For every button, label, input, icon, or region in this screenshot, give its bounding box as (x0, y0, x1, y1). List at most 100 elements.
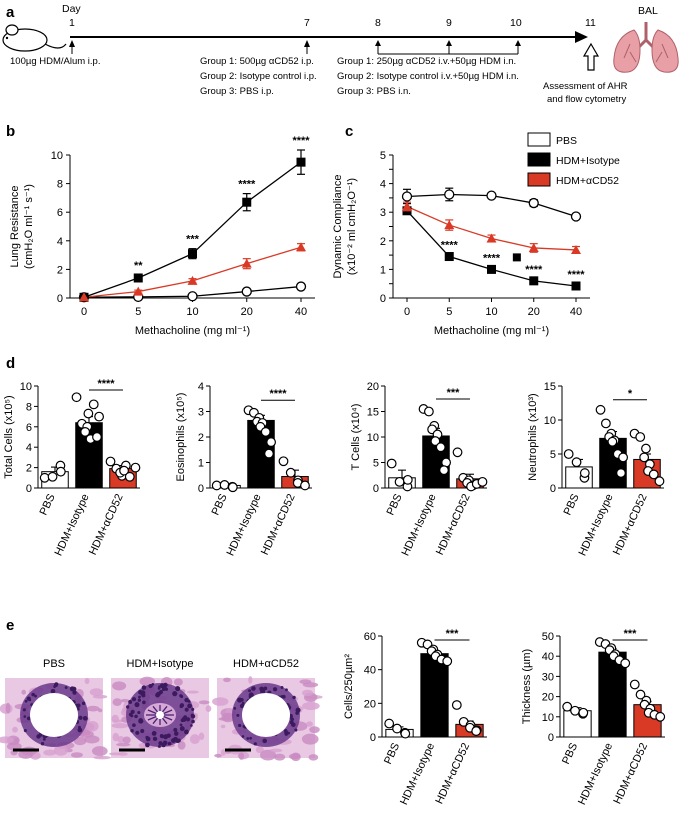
micrograph-1 (109, 676, 212, 758)
nucleus (285, 688, 288, 692)
legend-label-isotype: HDM+Isotype (556, 155, 620, 167)
nucleus (190, 724, 193, 727)
y-tick-label: 2 (26, 463, 32, 475)
significance-label: **** (483, 252, 501, 264)
tissue-fiber (301, 733, 319, 745)
nucleus (152, 736, 158, 742)
data-point (400, 728, 411, 739)
data-point (444, 220, 455, 230)
data-point (219, 480, 230, 490)
day11-line-2: and flow cytometry (547, 94, 626, 105)
y-tick-label: 4 (380, 179, 386, 191)
data-point (401, 191, 413, 202)
x-tick-label: HDM+αCD52 (611, 741, 650, 806)
y-tick-label: 5 (380, 150, 386, 162)
significance-label: * (628, 388, 633, 400)
y-tick-label: 0 (380, 293, 386, 305)
x-tick-label: PBS (382, 741, 402, 766)
x-tick-label: 20 (528, 306, 540, 318)
x-tick-label: 0 (81, 306, 87, 318)
day7-line-1: Group 1: 500µg αCD52 i.p. (200, 56, 314, 67)
y-axis-label: Eosinophils (x10⁵) (175, 393, 187, 482)
data-point (296, 157, 306, 167)
nucleus (239, 698, 244, 702)
micrograph-label: PBS (43, 658, 65, 670)
legend-label-acd52: HDM+αCD52 (556, 175, 619, 187)
data-point (620, 658, 631, 669)
nucleus (126, 705, 130, 709)
y-tick-label: 5 (373, 458, 379, 470)
day-9: 9 (446, 17, 452, 29)
nucleus (272, 687, 278, 692)
nucleus (132, 723, 136, 728)
airway-lumen-center (156, 711, 164, 719)
y-tick-label: 1 (198, 458, 204, 470)
data-point (94, 411, 105, 422)
bal-label: BAL (638, 5, 658, 17)
nucleus (24, 699, 28, 703)
nucleus (131, 697, 137, 702)
y-axis-label-units: (cmH₂O ml⁻¹ s⁻¹) (23, 184, 35, 269)
nucleus (280, 695, 284, 698)
nucleus (246, 737, 250, 740)
x-tick-label: 0 (404, 306, 410, 318)
nucleus (64, 686, 68, 689)
data-point (88, 399, 99, 410)
legend: PBS HDM+Isotype HDM+αCD52 (527, 132, 620, 187)
thickness-chart: 0 10 20 30 40 50 Thickness (µm) PBSHDM+IsotypeH… (521, 628, 666, 807)
nucleus (138, 718, 144, 724)
nucleus (36, 734, 41, 739)
panel-label-d: d (6, 355, 15, 372)
data-point (92, 432, 102, 442)
data-point (486, 233, 497, 243)
data-point (635, 432, 646, 442)
nucleus (142, 700, 146, 705)
tissue-fiber (18, 749, 34, 759)
x-tick-label: HDM+Isotype (398, 741, 437, 807)
data-point (639, 452, 650, 463)
x-tick-label: HDM+Isotype (577, 492, 616, 558)
y-tick-label: 10 (51, 150, 63, 162)
y-tick-label: 0 (198, 483, 204, 495)
nucleus (159, 734, 164, 738)
y-tick-label: 8 (26, 401, 32, 413)
x-tick-label: HDM+Isotype (576, 741, 615, 807)
y-tick-label: 15 (544, 381, 556, 393)
y-tick-label: 3 (380, 207, 386, 219)
micrograph-0 (0, 677, 111, 760)
cells-per-area-chart: 0 20 40 60 Cells/250µm² PBSHDM+IsotypeHDM+αCD… (343, 628, 487, 807)
data-point (130, 462, 141, 473)
data-point (452, 447, 463, 458)
nucleus (130, 729, 134, 733)
nucleus (253, 742, 257, 746)
tissue-fiber (21, 689, 26, 695)
tissue-fiber (306, 721, 313, 727)
nucleus (53, 685, 56, 688)
nucleus (241, 735, 245, 738)
nucleus (54, 682, 59, 687)
day7-line-3: Group 3: PBS i.p. (200, 86, 274, 97)
data-point (435, 442, 446, 453)
y-tick-label: 0 (370, 732, 376, 744)
tissue-fiber (73, 736, 87, 746)
tissue-fiber (186, 690, 199, 694)
data-point (392, 723, 402, 734)
y-tick-label: 3 (198, 407, 204, 419)
nucleus (23, 715, 27, 718)
day1-text: 100µg HDM/Alum i.p. (10, 56, 100, 67)
nucleus (145, 735, 149, 740)
nucleus (261, 687, 266, 692)
tissue-fiber (274, 753, 286, 761)
day-7-arrow (304, 40, 310, 47)
nucleus (158, 741, 163, 746)
tissue-fiber (86, 720, 99, 732)
panel-label-b: b (6, 123, 15, 140)
dynamic-compliance-chart: 0 1 2 3 4 5 0 5 10 20 40 Methacholine (mg ml⁻¹) Dyna… (332, 150, 590, 337)
tissue-fiber (301, 689, 314, 697)
nucleus (248, 689, 251, 693)
nucleus (284, 732, 289, 736)
y-tick-label: 6 (57, 207, 63, 219)
data-point (579, 468, 590, 478)
data-point (278, 456, 289, 467)
data-point (571, 457, 582, 468)
